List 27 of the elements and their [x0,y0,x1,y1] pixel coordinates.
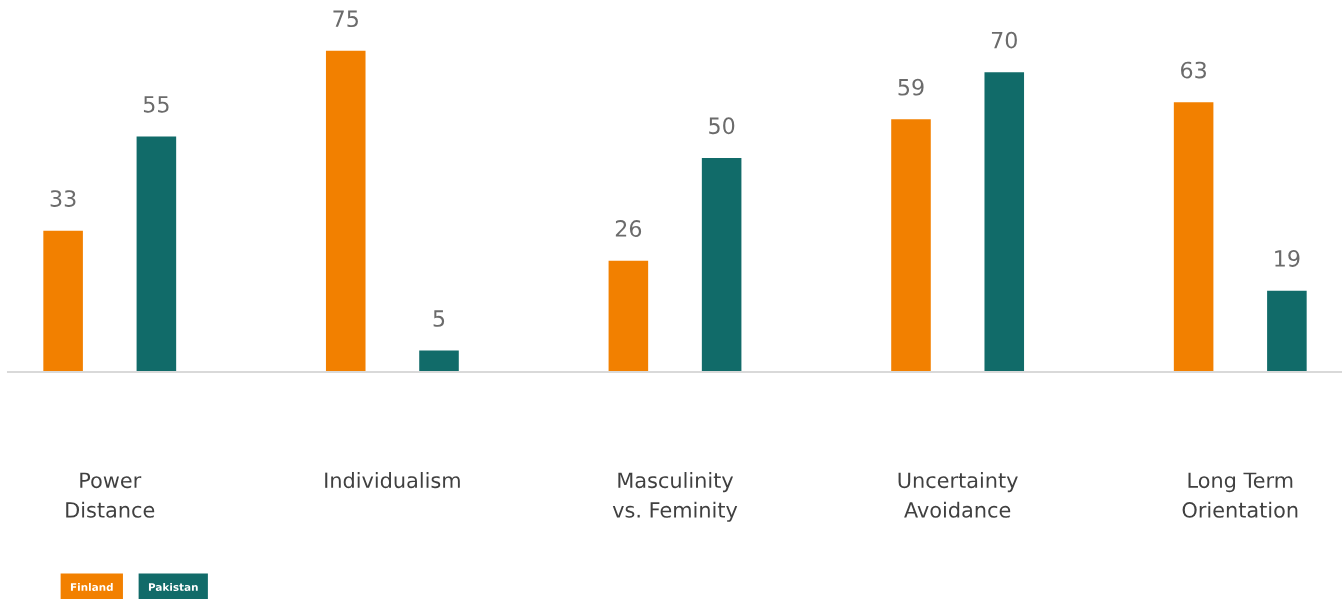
data-label: 33 [50,190,76,207]
data-label: 59 [898,78,924,96]
bar [891,119,931,372]
x-tick-label: Individualism [325,472,460,489]
data-label: 5 [433,310,445,327]
data-label: 70 [991,31,1017,49]
bar [43,230,83,372]
data-label: 19 [1275,250,1300,267]
data-label: 50 [709,117,735,135]
bar [1267,290,1307,372]
bar [608,260,649,372]
bar [1173,102,1214,372]
bar [984,72,1025,372]
bar [701,157,742,372]
x-tick-label: Long Term Orientation [1182,472,1298,518]
bar [419,350,459,372]
x-tick-label: Masculinity vs. Feminity [612,472,738,522]
data-label: 55 [143,96,169,113]
x-tick-label: Uncertainty Avoidance [898,472,1018,518]
bar [136,136,177,372]
data-label: 75 [333,10,358,28]
bar [325,50,366,372]
text: Finland [70,582,113,592]
data-label: 26 [615,220,642,237]
data-label: 63 [1181,61,1206,79]
x-tick-label: Power Distance [66,472,155,518]
text: Pakistan [148,582,198,592]
